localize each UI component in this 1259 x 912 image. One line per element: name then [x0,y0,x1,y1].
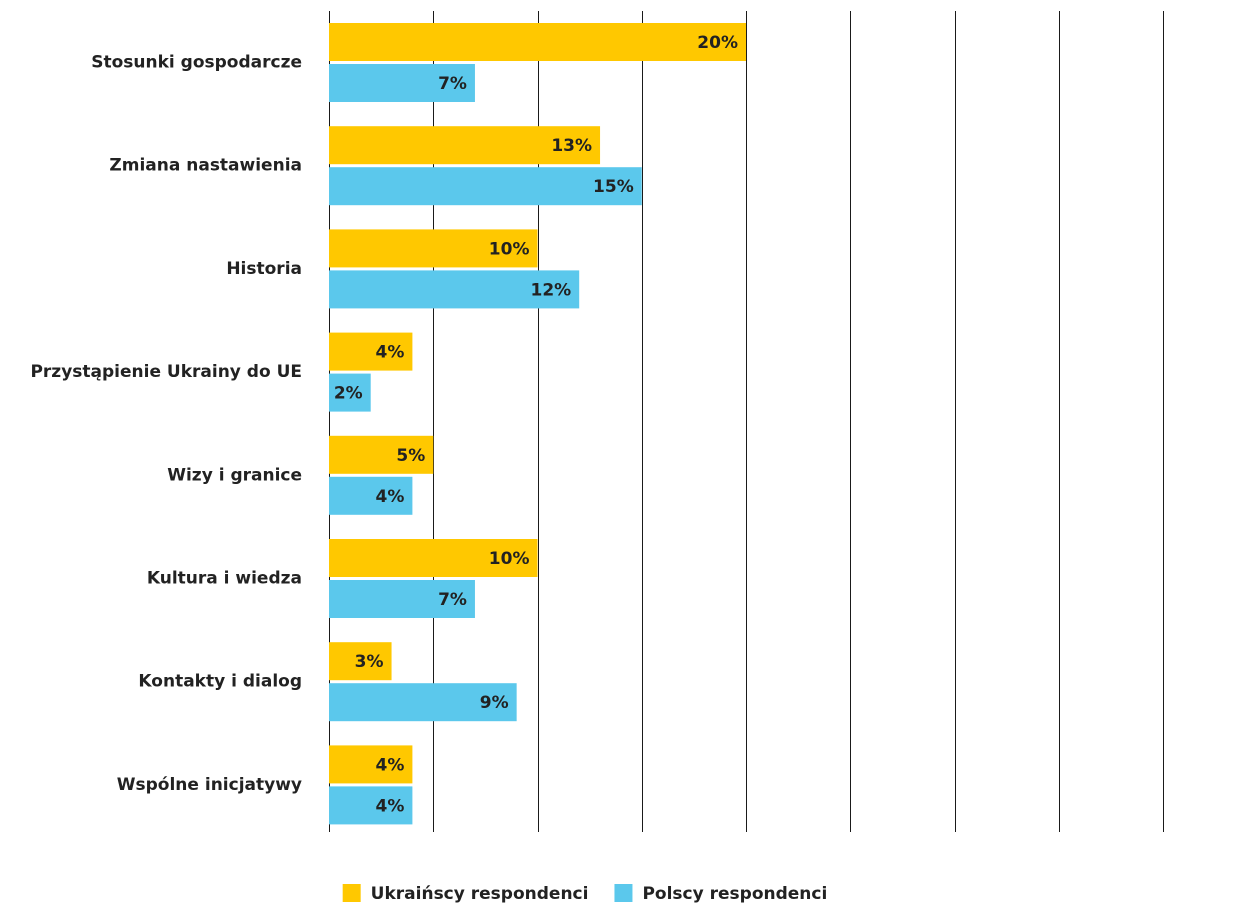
data-label: 2% [334,384,363,404]
bar [329,126,601,165]
bar [329,786,413,825]
category-label: Kultura i wiedza [147,569,302,589]
data-label: 10% [489,239,530,259]
data-label: 4% [376,343,405,363]
data-label: 7% [438,590,467,610]
category-label: Wizy i granice [167,465,302,485]
category-label: Historia [226,259,302,279]
category-label: Kontakty i dialog [138,672,302,692]
legend-label: Ukraińscy respondenci [371,884,589,904]
data-label: 4% [376,796,405,816]
legend-label: Polscy respondenci [642,884,827,904]
data-label: 15% [593,177,634,197]
bars-layer [329,23,746,825]
bar [329,167,642,206]
data-label: 7% [438,74,467,94]
data-label: 5% [396,446,425,466]
bar [329,229,538,268]
bar [329,539,538,577]
category-label: Przystąpienie Ukrainy do UE [30,362,302,382]
category-label: Stosunki gospodarcze [91,53,302,73]
data-label: 12% [530,280,571,300]
data-label: 13% [551,136,592,156]
bar [329,476,413,515]
labels-layer: Stosunki gospodarcze 20% 7% Zmiana nastawie… [30,33,738,816]
legend-swatch [342,884,361,902]
data-label: 3% [355,652,384,672]
bar [329,373,371,412]
bar [329,745,413,784]
bar [329,64,475,102]
data-label: 4% [376,487,405,507]
bar [329,23,746,61]
bar [329,580,475,618]
legend: Ukraińscy respondenci Polscy respondenci [342,884,827,904]
data-label: 20% [697,33,738,53]
category-label: Wspólne inicjatywy [117,775,302,795]
bar [329,683,517,722]
category-label: Zmiana nastawienia [109,156,302,176]
legend-swatch [614,884,633,902]
data-label: 10% [489,549,530,569]
bar [329,270,580,309]
bar [329,642,392,681]
data-label: 9% [480,693,509,713]
data-label: 4% [376,755,405,775]
bar [329,435,434,474]
bar [329,332,413,371]
